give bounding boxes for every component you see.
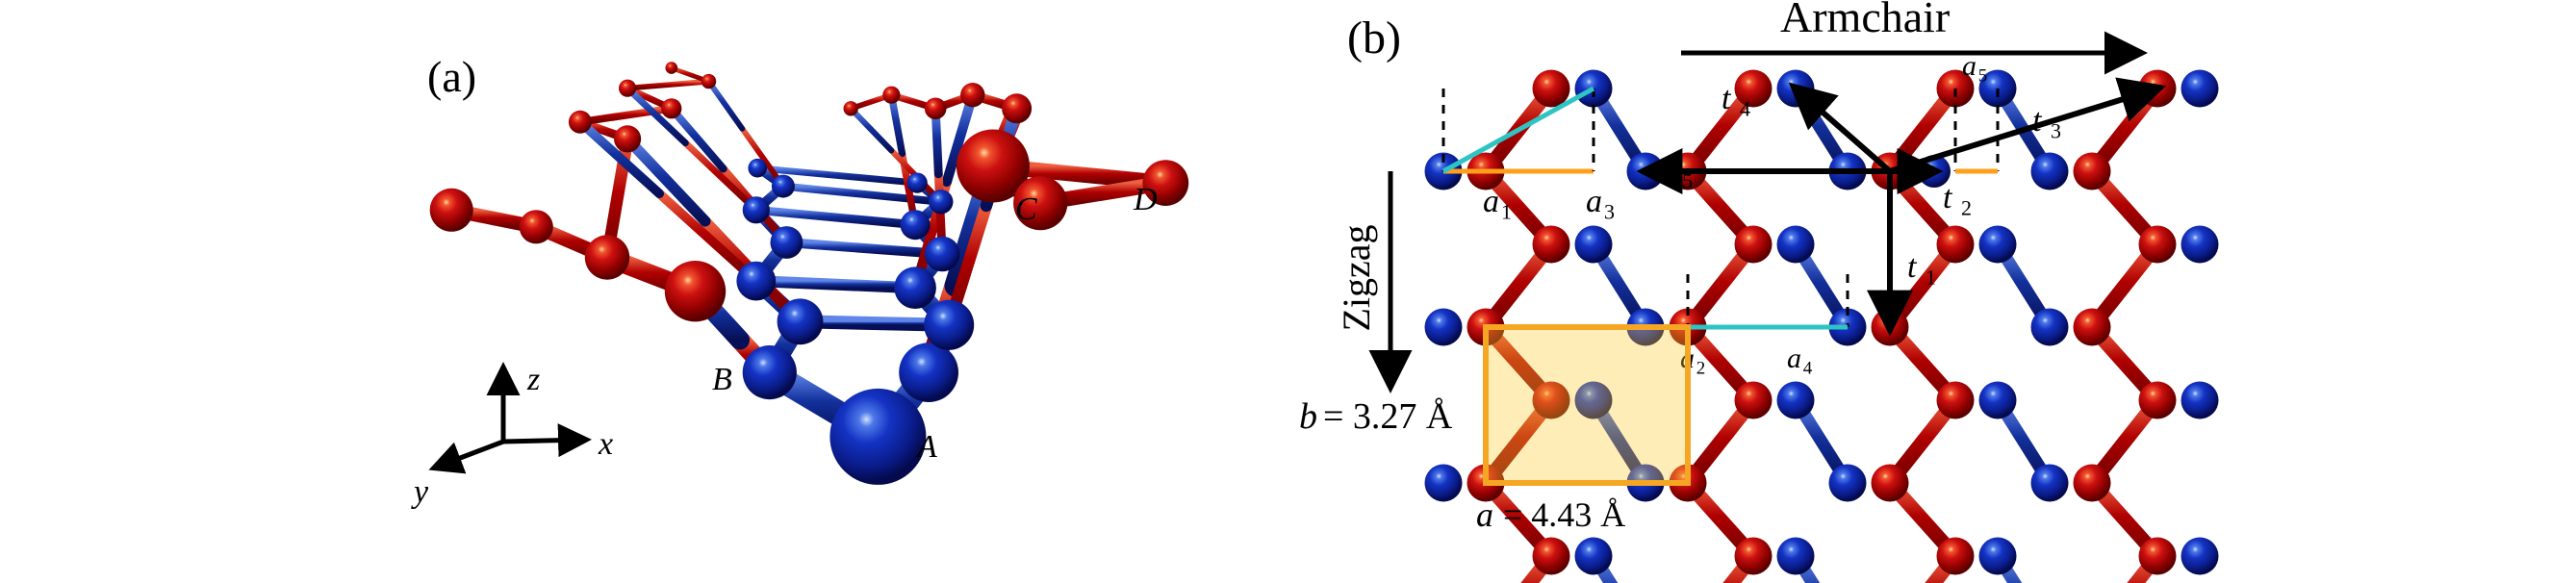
svg-text:(b): (b) — [1347, 13, 1401, 63]
svg-text:a: a — [1962, 50, 1977, 82]
svg-text:5: 5 — [1978, 66, 1988, 87]
svg-text:a: a — [1586, 184, 1602, 219]
svg-text:y: y — [411, 474, 429, 510]
svg-text:2: 2 — [1961, 196, 1972, 220]
svg-text:z: z — [526, 362, 540, 397]
svg-text:1: 1 — [1926, 266, 1936, 290]
svg-text:(a): (a) — [427, 52, 476, 101]
svg-text:t: t — [1722, 81, 1732, 116]
svg-text:a: a — [1483, 184, 1499, 219]
svg-text:B: B — [712, 362, 732, 397]
svg-text:3: 3 — [2051, 119, 2061, 143]
svg-text:D: D — [1133, 182, 1158, 217]
svg-text:= 4.43 Å: = 4.43 Å — [1503, 495, 1625, 534]
svg-text:t: t — [1664, 153, 1674, 189]
svg-text:= 3.27 Å: = 3.27 Å — [1323, 396, 1453, 437]
svg-text:Armchair: Armchair — [1780, 0, 1950, 41]
svg-text:t: t — [1907, 249, 1918, 285]
svg-text:a: a — [1476, 495, 1493, 534]
svg-text:a: a — [1787, 342, 1801, 374]
svg-text:5: 5 — [1682, 169, 1693, 193]
svg-text:2: 2 — [1696, 359, 1706, 379]
svg-text:b: b — [1299, 396, 1317, 437]
svg-text:4: 4 — [1740, 97, 1750, 121]
svg-text:Zigzag: Zigzag — [1335, 224, 1378, 331]
svg-text:A: A — [915, 429, 937, 465]
svg-text:t: t — [1943, 180, 1953, 215]
svg-text:4: 4 — [1803, 359, 1813, 379]
svg-text:t: t — [2032, 103, 2043, 139]
svg-text:3: 3 — [1604, 200, 1615, 224]
svg-text:1: 1 — [1501, 200, 1512, 224]
svg-text:x: x — [598, 426, 613, 462]
svg-text:C: C — [1015, 191, 1037, 227]
